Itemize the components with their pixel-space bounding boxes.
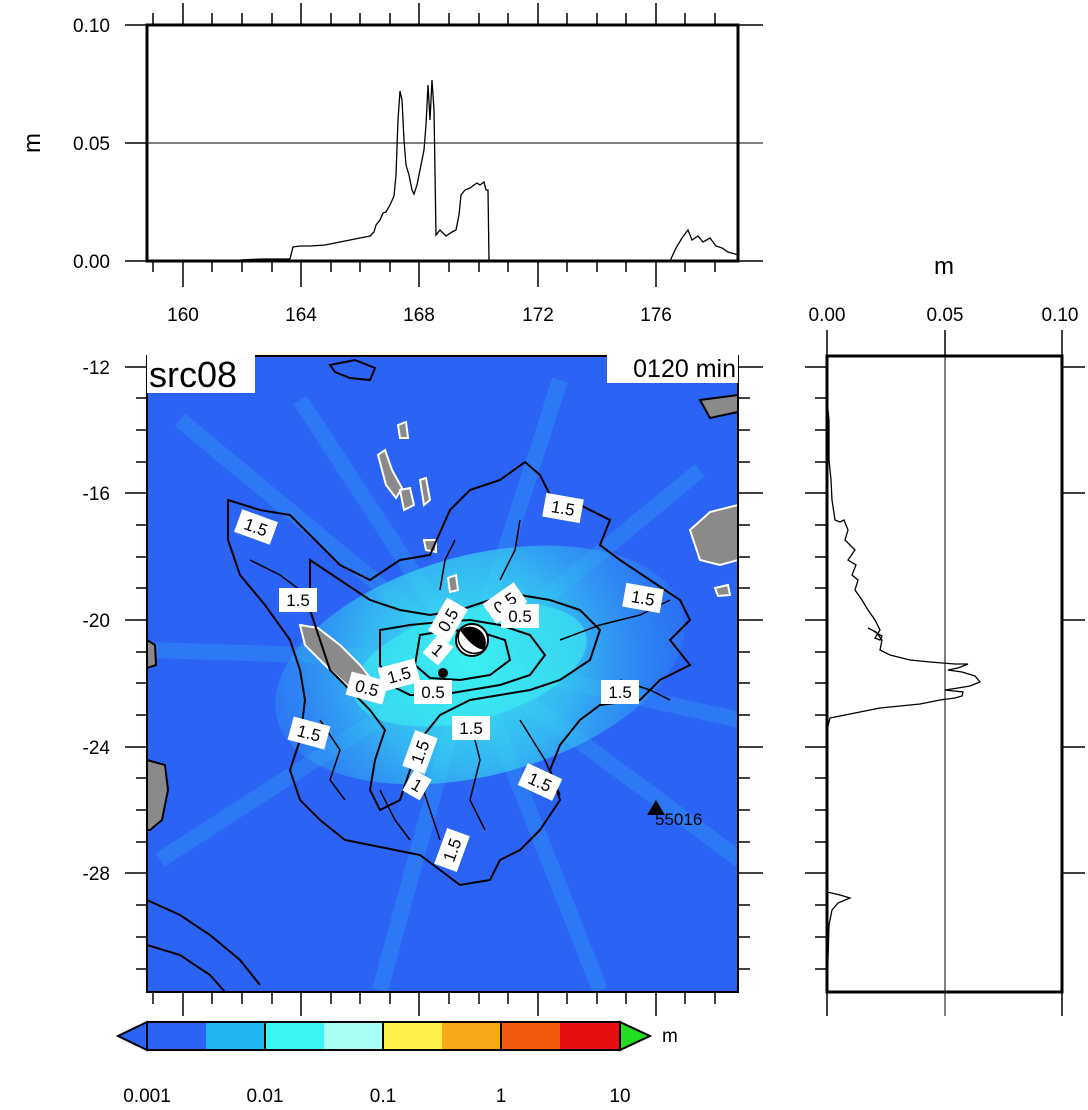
colorbar-segment bbox=[265, 1022, 324, 1050]
colorbar-segment bbox=[501, 1022, 560, 1050]
colorbar-segment bbox=[324, 1022, 383, 1050]
land-island bbox=[446, 573, 460, 594]
land-island bbox=[396, 420, 410, 439]
colorbar-under-arrow bbox=[115, 1020, 148, 1052]
top-x-tick-label: 172 bbox=[522, 305, 554, 326]
colorbar-unit: m bbox=[662, 1026, 678, 1047]
colorbar-tick-label: 0.01 bbox=[247, 1086, 284, 1107]
colorbar-segment bbox=[147, 1022, 206, 1050]
focal-mechanism-icon bbox=[455, 623, 489, 657]
land-island bbox=[713, 583, 732, 598]
station-triangle-icon[interactable] bbox=[647, 800, 665, 815]
map-ticks bbox=[125, 366, 763, 1016]
land-coast bbox=[698, 393, 738, 420]
colorbar-dividers bbox=[264, 1022, 502, 1050]
contour-label: 1.5 bbox=[459, 719, 483, 738]
top-x-tick-label: 160 bbox=[167, 305, 199, 326]
contour-label: 0.5 bbox=[508, 607, 532, 626]
colorbar-segment bbox=[383, 1022, 442, 1050]
land-fiji bbox=[688, 503, 738, 567]
right-x-tick-label: 0.10 bbox=[1042, 305, 1079, 326]
map-lat-tick-label: -24 bbox=[83, 738, 111, 759]
land-island bbox=[398, 486, 416, 512]
top-y-tick-label: 0.05 bbox=[73, 134, 110, 155]
land-australia-coast bbox=[147, 758, 170, 831]
top-y-tick-label: 0.10 bbox=[73, 16, 110, 37]
top-y-tick-label: 0.00 bbox=[73, 252, 110, 273]
time-label: 0120 min bbox=[633, 355, 736, 383]
right-profile-curve bbox=[826, 399, 982, 993]
map-lat-tick-label: -28 bbox=[83, 864, 110, 885]
contour-label: 1.5 bbox=[550, 497, 577, 520]
right-x-tick-label: 0.00 bbox=[809, 305, 846, 326]
colorbar-segment bbox=[442, 1022, 501, 1050]
land-island bbox=[376, 448, 404, 500]
contour-label: 1.5 bbox=[608, 683, 632, 702]
map-lat-tick-label: -12 bbox=[83, 358, 110, 379]
top-profile-panel: 0.10 0.05 0.00 m 160 164 168 172 176 bbox=[19, 3, 763, 326]
contour-label: 1.5 bbox=[286, 591, 310, 610]
colorbar-segment bbox=[560, 1022, 620, 1050]
colorbar-tick-label: 1 bbox=[496, 1086, 507, 1107]
map-lat-tick-label: -16 bbox=[83, 484, 110, 505]
epicenter-dot bbox=[438, 668, 448, 678]
top-profile-curve bbox=[146, 79, 739, 262]
right-x-axis-title: m bbox=[934, 253, 954, 280]
land-island bbox=[418, 476, 432, 507]
time-label-box bbox=[607, 353, 738, 383]
source-label: src08 bbox=[149, 354, 237, 395]
top-y-axis-title: m bbox=[19, 133, 46, 153]
right-profile-panel: m 0.00 0.05 0.10 bbox=[805, 253, 1085, 1016]
contour-label: 0.5 bbox=[421, 683, 445, 702]
top-x-tick-label: 164 bbox=[285, 305, 317, 326]
top-x-tick-label: 176 bbox=[640, 305, 672, 326]
map-panel: -12 -16 -20 -24 -28 src08 0120 min 1.5 1… bbox=[83, 353, 763, 1016]
colorbar-tick-label: 10 bbox=[609, 1086, 630, 1107]
top-x-tick-label: 168 bbox=[403, 305, 435, 326]
land-coast bbox=[147, 638, 158, 670]
map-lat-tick-label: -20 bbox=[83, 611, 110, 632]
station-label: 55016 bbox=[655, 810, 702, 829]
contour-label: 1.5 bbox=[630, 587, 657, 610]
colorbar-tick-label: 0.1 bbox=[370, 1086, 396, 1107]
map-frame bbox=[146, 355, 739, 993]
right-x-tick-label: 0.05 bbox=[927, 305, 964, 326]
top-profile-ticks bbox=[125, 3, 763, 287]
colorbar: m 0.001 0.01 0.1 1 10 bbox=[115, 1020, 678, 1107]
colorbar-over-arrow bbox=[619, 1020, 653, 1052]
colorbar-segment bbox=[206, 1022, 265, 1050]
colorbar-tick-label: 0.001 bbox=[123, 1086, 171, 1107]
source-label-box bbox=[147, 353, 255, 393]
right-profile-ticks bbox=[805, 330, 1085, 1016]
